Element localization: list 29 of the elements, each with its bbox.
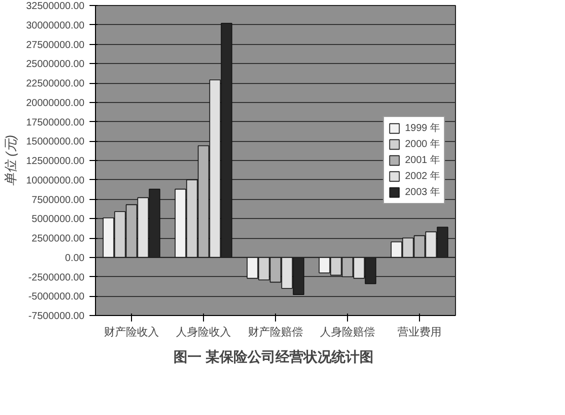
y-tick-label: -2500000.00 — [28, 272, 85, 284]
y-tick-label: 17500000.00 — [26, 117, 85, 128]
y-tick-label: 25000000.00 — [26, 59, 85, 70]
y-tick-label: 10000000.00 — [26, 175, 85, 186]
y-tick-label: 2500000.00 — [32, 234, 85, 244]
y-tick-label: 0.00 — [65, 252, 85, 264]
y-tick-label: 15000000.00 — [26, 136, 85, 148]
y-tick-label: -5000000.00 — [28, 292, 85, 303]
x-tick-label: 财产险收入 — [104, 326, 159, 338]
y-tick-label: 22500000.00 — [26, 78, 85, 90]
y-tick-label: 7500000.00 — [32, 194, 85, 206]
legend-label: 2003 年 — [404, 186, 440, 199]
y-tick-label: -7500000.00 — [28, 311, 85, 322]
y-axis-title: 单位 (元) — [3, 134, 18, 186]
x-tick-label: 财产险赔偿 — [248, 326, 303, 338]
x-tick-label: 营业费用 — [398, 326, 442, 338]
text: 图一 某保险公司经营状况统计图 — [174, 348, 374, 364]
legend-label: 2002 年 — [404, 170, 440, 183]
legend-label: 2000 年 — [404, 138, 440, 151]
x-tick-label: 人身险赔偿 — [320, 326, 375, 338]
x-tick-label: 人身险收入 — [176, 326, 231, 338]
y-tick-label: 27500000.00 — [26, 40, 85, 51]
y-tick-label: 12500000.00 — [26, 156, 85, 167]
legend-label: 1999 年 — [404, 122, 440, 135]
y-tick-label: 32500000.00 — [26, 1, 85, 12]
y-tick-label: 30000000.00 — [26, 20, 85, 32]
legend-label: 2001 年 — [404, 154, 440, 167]
y-tick-label: 5000000.00 — [32, 214, 85, 226]
y-tick-label: 20000000.00 — [26, 98, 85, 109]
